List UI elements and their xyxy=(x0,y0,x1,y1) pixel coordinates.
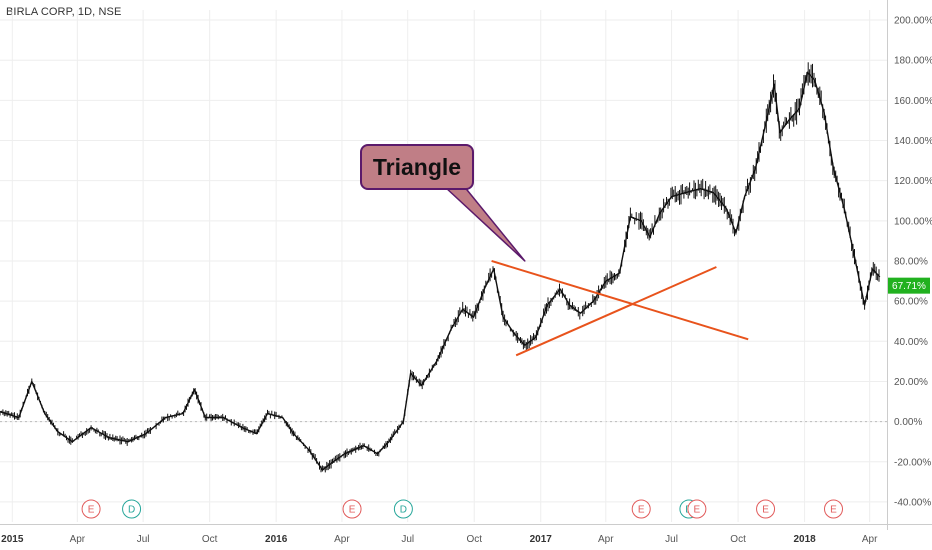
earnings-marker: E xyxy=(631,499,651,519)
y-tick-label: 60.00% xyxy=(894,297,928,308)
marker-circle xyxy=(393,499,413,519)
x-tick-label: Jul xyxy=(665,534,678,545)
x-tick-label: Jul xyxy=(401,534,414,545)
y-tick-label: 140.00% xyxy=(894,136,932,147)
earnings-marker: E xyxy=(81,499,101,519)
y-tick-label: -40.00% xyxy=(894,497,931,508)
marker-label: E xyxy=(762,505,769,516)
x-tick-label: Oct xyxy=(730,534,746,545)
y-axis-labels: -40.00% -20.00% 0.00% 20.00% 40.00% 60.00% 80.… xyxy=(888,16,932,508)
y-tick-label: 200.00% xyxy=(894,16,932,27)
marker-circle xyxy=(122,499,142,519)
marker-circle xyxy=(342,499,362,519)
trendline xyxy=(491,260,749,341)
x-tick-label: Apr xyxy=(862,534,878,545)
grid-lines xyxy=(0,10,887,522)
marker-label: E xyxy=(88,505,95,516)
x-tick-label: 2015 xyxy=(1,534,24,545)
marker-label: E xyxy=(830,505,837,516)
trendline xyxy=(515,266,717,357)
y-tick-label: 20.00% xyxy=(894,377,928,388)
x-tick-label: Jul xyxy=(137,534,150,545)
marker-circle xyxy=(687,499,707,519)
x-tick-label: 2016 xyxy=(265,534,288,545)
symbol-title: BIRLA CORP, 1D, NSE xyxy=(6,6,122,18)
last-value-badge xyxy=(888,277,930,294)
x-tick-label: 2018 xyxy=(793,534,816,545)
x-tick-label: Apr xyxy=(334,534,350,545)
y-tick-label: -20.00% xyxy=(894,457,931,468)
x-tick-label: 2017 xyxy=(530,534,553,545)
y-tick-label: 120.00% xyxy=(894,176,932,187)
price-line xyxy=(0,71,881,471)
x-axis-labels: 2015 Apr Jul Oct 2016 Apr Jul Oct 2017 Apr Jul Oct 2… xyxy=(1,534,878,545)
price-candles xyxy=(0,62,880,473)
last-value-label: 67.71% xyxy=(892,281,926,292)
marker-circle xyxy=(631,499,651,519)
event-markers: EDEDEDEEE xyxy=(81,499,844,519)
marker-label: D xyxy=(400,505,407,516)
x-tick-label: Oct xyxy=(202,534,218,545)
x-tick-label: Oct xyxy=(466,534,482,545)
y-tick-label: 180.00% xyxy=(894,56,932,67)
dividend-marker: D xyxy=(122,499,142,519)
annotation-layer: Triangle xyxy=(360,144,526,262)
x-tick-label: Apr xyxy=(70,534,86,545)
earnings-marker: E xyxy=(824,499,844,519)
y-tick-label: 40.00% xyxy=(894,337,928,348)
callout-pointer xyxy=(444,184,526,262)
marker-circle xyxy=(824,499,844,519)
callout-text: Triangle xyxy=(373,154,461,180)
x-tick-label: Apr xyxy=(598,534,614,545)
axes xyxy=(0,0,932,530)
earnings-marker: E xyxy=(687,499,707,519)
trendline-layer xyxy=(491,260,749,357)
marker-circle xyxy=(81,499,101,519)
marker-label: E xyxy=(694,505,701,516)
dividend-marker: D xyxy=(393,499,413,519)
y-tick-label: 160.00% xyxy=(894,96,932,107)
series-layer xyxy=(0,62,881,473)
marker-label: E xyxy=(349,505,356,516)
y-tick-label: 0.00% xyxy=(894,417,922,428)
earnings-marker: E xyxy=(756,499,776,519)
callout-box xyxy=(360,144,474,190)
earnings-marker: E xyxy=(342,499,362,519)
marker-circle xyxy=(756,499,776,519)
y-tick-label: 100.00% xyxy=(894,216,932,227)
marker-label: D xyxy=(128,505,135,516)
marker-label: E xyxy=(638,505,645,516)
y-tick-label: 80.00% xyxy=(894,256,928,267)
